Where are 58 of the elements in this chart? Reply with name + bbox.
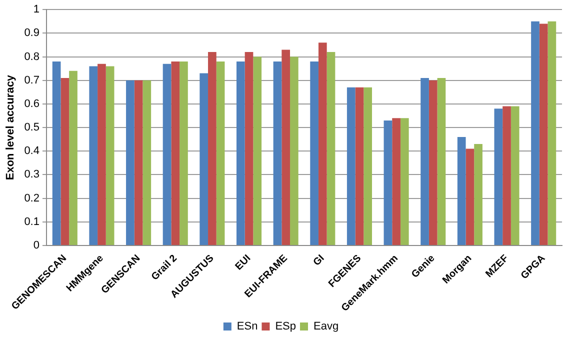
bar xyxy=(364,87,372,245)
bar xyxy=(318,42,327,245)
bar xyxy=(510,106,520,245)
bar xyxy=(200,73,208,245)
bar xyxy=(326,52,336,245)
bar xyxy=(466,148,474,245)
legend-label: ESn xyxy=(236,320,258,333)
legend-label: ESp xyxy=(275,320,296,333)
bar xyxy=(171,61,180,245)
legend-label: Eavg xyxy=(314,320,339,333)
bar xyxy=(216,61,225,245)
y-tick-label: 0.8 xyxy=(24,50,40,63)
bar xyxy=(52,61,61,245)
x-tick-label: GI xyxy=(311,252,327,268)
y-tick-label: 0.4 xyxy=(24,145,40,158)
bar xyxy=(474,144,482,245)
bar xyxy=(98,64,106,245)
y-tick-label: 0 xyxy=(33,239,40,252)
y-tick-label: 0.3 xyxy=(24,168,40,181)
bar xyxy=(60,78,70,245)
bar xyxy=(346,87,356,245)
bar xyxy=(282,50,290,245)
y-tick-label: 0.9 xyxy=(24,27,40,40)
bar xyxy=(355,87,364,245)
y-tick-label: 0.2 xyxy=(24,192,40,204)
bar xyxy=(162,64,172,245)
bar xyxy=(548,21,556,245)
bar xyxy=(392,118,400,245)
bar xyxy=(89,66,98,245)
bar xyxy=(180,61,188,245)
y-tick-label: 0.7 xyxy=(24,74,40,86)
bar xyxy=(290,56,298,245)
bar xyxy=(494,108,503,245)
bar xyxy=(428,80,438,245)
bar xyxy=(126,80,134,245)
y-tick-label: 0.5 xyxy=(24,122,40,134)
bar xyxy=(253,56,262,245)
bar xyxy=(69,70,78,245)
bar xyxy=(531,21,540,245)
bar xyxy=(420,78,429,245)
bar xyxy=(502,106,511,245)
bar xyxy=(539,24,548,245)
bar xyxy=(208,52,216,245)
y-axis-title: Exon level accuracy xyxy=(4,74,17,180)
bar xyxy=(106,66,114,245)
bar xyxy=(400,118,409,245)
y-tick-label: 0.1 xyxy=(24,216,40,228)
bar xyxy=(457,136,466,245)
y-tick-label: 1 xyxy=(33,4,40,16)
y-tick-label: 0.6 xyxy=(24,98,40,110)
bar xyxy=(142,80,152,245)
bar xyxy=(273,61,282,245)
bar xyxy=(384,120,392,245)
bar xyxy=(236,61,245,245)
bar xyxy=(244,52,254,245)
bar xyxy=(437,78,446,245)
bar xyxy=(310,61,318,245)
bar xyxy=(134,80,143,245)
